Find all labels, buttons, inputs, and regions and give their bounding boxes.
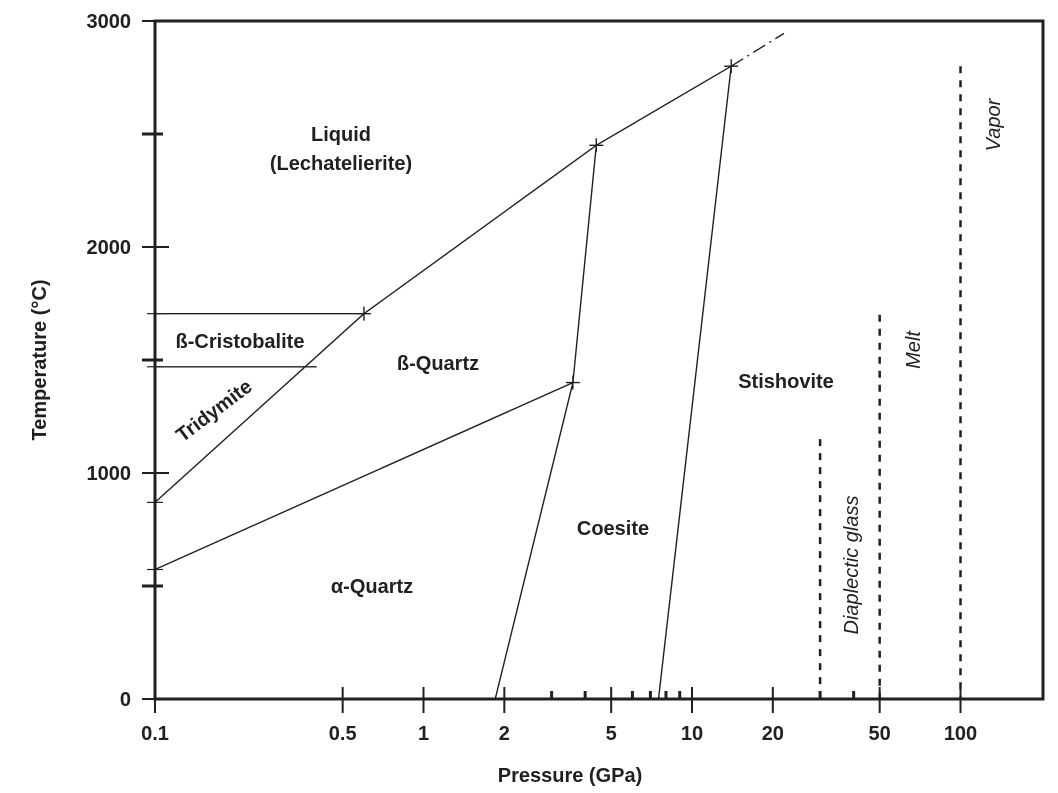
phase-boundary-line <box>494 145 597 700</box>
phase-label: Tridymite <box>172 376 256 447</box>
phase-label: Liquid <box>311 124 371 146</box>
phase-label: Coesite <box>577 518 649 540</box>
x-tick-label: 5 <box>606 723 617 745</box>
shock-regime-label: Diaplectic glass <box>841 496 863 635</box>
x-axis-ticks: 0.1 0.5 1 2 5 10 20 50 100 <box>141 687 977 745</box>
phase-label: α-Quartz <box>331 576 413 598</box>
phase-boundaries <box>154 32 785 700</box>
phase-label: ß-Quartz <box>397 353 479 375</box>
shock-regime-label: Vapor <box>983 97 1005 151</box>
y-tick-label: 0 <box>120 689 131 711</box>
triple-point-marker <box>565 375 580 390</box>
phase-boundary-line <box>154 381 574 571</box>
phase-label: Stishovite <box>738 371 834 393</box>
shock-regime-lines: Diaplectic glass Melt Vapor <box>818 66 1005 699</box>
triple-point-marker <box>724 59 739 74</box>
x-tick-label: 100 <box>944 723 977 745</box>
x-tick-label: 50 <box>869 723 891 745</box>
x-tick-label: 0.1 <box>141 723 169 745</box>
y-axis-ticks: 0 1000 2000 3000 <box>87 11 169 711</box>
y-tick-label: 1000 <box>87 463 132 485</box>
phase-boundary-line <box>657 66 732 700</box>
x-axis-title: Pressure (GPa) <box>498 765 643 787</box>
triple-point-marker <box>356 306 371 321</box>
x-tick-label: 10 <box>681 723 703 745</box>
phase-label: ß-Cristobalite <box>176 331 305 353</box>
triple-point-marker <box>589 138 604 153</box>
y-axis-title: Temperature (°C) <box>29 280 51 441</box>
x-tick-label: 0.5 <box>329 723 357 745</box>
x-tick-label: 1 <box>418 723 429 745</box>
phase-boundary-line <box>154 313 365 503</box>
phase-labels: Liquid (Lechatelierite) ß-Cristobalite Trid… <box>172 124 834 598</box>
phase-label: (Lechatelierite) <box>270 153 412 175</box>
shock-regime-label: Melt <box>903 330 925 369</box>
x-tick-label: 2 <box>499 723 510 745</box>
y-tick-label: 3000 <box>87 11 132 33</box>
x-tick-label: 20 <box>762 723 784 745</box>
phase-boundary-line <box>155 65 732 315</box>
phase-boundary-line <box>730 32 785 67</box>
y-tick-label: 2000 <box>87 237 132 259</box>
